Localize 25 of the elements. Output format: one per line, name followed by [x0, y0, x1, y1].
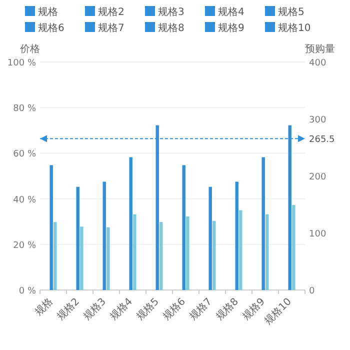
y-tick-label: 60 %	[13, 150, 36, 160]
y-tick-label: 0 %	[18, 286, 36, 296]
ref-line-label: 265.5	[309, 135, 335, 146]
y2-axis-title: 预购量	[305, 44, 335, 55]
y2-tick-label: 300	[309, 116, 326, 126]
x-tick-label: 规格7	[187, 296, 214, 323]
y2-tick-label: 200	[309, 172, 326, 182]
x-tick-label: 规格3	[81, 296, 108, 323]
x-tick-label: 规格10	[262, 296, 294, 328]
y-axis-title: 价格	[19, 43, 40, 55]
x-tick-label: 规格5	[134, 296, 162, 323]
x-tick-label: 规格6	[160, 296, 188, 323]
y2-tick-label: 0	[309, 286, 315, 296]
x-tick-label: 规格2	[54, 296, 82, 323]
bar	[156, 125, 159, 290]
y-tick-label: 20 %	[13, 240, 36, 251]
y-tick-label: 80 %	[13, 104, 36, 114]
x-tick-label: 规格4	[108, 296, 135, 323]
x-tick-label: 规格	[32, 296, 56, 318]
y2-tick-label: 400	[309, 58, 326, 68]
y-tick-label: 40 %	[13, 195, 36, 206]
y-tick-label: 100 %	[7, 58, 36, 68]
legend: 规格 规格2 规格3 规格4 规格5 规格6 规格7 规格8 规格9 规格10	[25, 6, 311, 34]
y2-tick-label: 100	[309, 230, 326, 240]
x-tick-label: 规格8	[214, 296, 241, 323]
